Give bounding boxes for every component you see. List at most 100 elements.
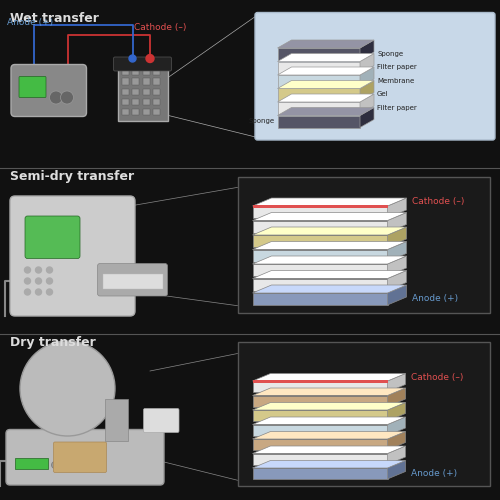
- Circle shape: [24, 278, 30, 284]
- Circle shape: [24, 267, 30, 273]
- Polygon shape: [252, 270, 406, 278]
- Bar: [142, 68, 150, 75]
- Circle shape: [36, 289, 42, 295]
- Text: Sponge: Sponge: [249, 118, 275, 124]
- Bar: [252, 205, 388, 208]
- Bar: [122, 78, 128, 85]
- Polygon shape: [252, 278, 388, 290]
- Polygon shape: [360, 40, 374, 60]
- Polygon shape: [252, 402, 406, 410]
- Text: Membrane: Membrane: [377, 78, 414, 84]
- Polygon shape: [278, 108, 374, 116]
- Text: Sponge: Sponge: [377, 51, 403, 57]
- Bar: [102, 274, 162, 288]
- Circle shape: [60, 91, 74, 104]
- Polygon shape: [388, 256, 406, 276]
- Circle shape: [46, 267, 52, 273]
- Polygon shape: [278, 62, 360, 74]
- Polygon shape: [278, 80, 374, 88]
- Text: Cathode (–): Cathode (–): [410, 373, 463, 382]
- Polygon shape: [360, 67, 374, 87]
- Bar: [238, 342, 490, 486]
- Circle shape: [36, 278, 42, 284]
- Bar: [153, 98, 160, 105]
- Bar: [153, 78, 160, 85]
- Text: Anode (+): Anode (+): [7, 18, 54, 26]
- Polygon shape: [252, 424, 388, 436]
- Polygon shape: [252, 264, 388, 276]
- Bar: [142, 88, 150, 95]
- Circle shape: [74, 462, 80, 468]
- Polygon shape: [388, 242, 406, 262]
- Polygon shape: [252, 212, 406, 220]
- Bar: [153, 108, 160, 115]
- Polygon shape: [252, 460, 406, 468]
- Text: Anode (+): Anode (+): [412, 294, 458, 304]
- Polygon shape: [252, 285, 406, 293]
- Bar: [153, 68, 160, 75]
- Bar: [252, 380, 388, 383]
- Polygon shape: [388, 285, 406, 305]
- Bar: [142, 78, 150, 85]
- Circle shape: [24, 289, 30, 295]
- Polygon shape: [252, 381, 388, 392]
- Bar: [132, 108, 139, 115]
- FancyBboxPatch shape: [25, 216, 80, 258]
- Circle shape: [146, 54, 154, 62]
- Bar: [132, 98, 139, 105]
- Circle shape: [50, 91, 62, 104]
- Polygon shape: [278, 75, 360, 87]
- Circle shape: [20, 341, 115, 436]
- Bar: [132, 68, 139, 75]
- Polygon shape: [278, 94, 374, 102]
- Polygon shape: [252, 227, 406, 235]
- Text: Anode (+): Anode (+): [410, 469, 457, 478]
- Text: Filter paper: Filter paper: [377, 105, 417, 111]
- Polygon shape: [388, 417, 406, 436]
- Circle shape: [46, 278, 52, 284]
- FancyBboxPatch shape: [6, 430, 164, 485]
- Bar: [142, 108, 150, 115]
- Polygon shape: [388, 227, 406, 247]
- Polygon shape: [388, 460, 406, 479]
- Polygon shape: [252, 468, 388, 479]
- Text: Wet transfer: Wet transfer: [10, 12, 99, 26]
- Bar: [122, 68, 128, 75]
- Circle shape: [62, 462, 70, 468]
- Polygon shape: [252, 206, 388, 218]
- FancyBboxPatch shape: [144, 408, 179, 432]
- FancyBboxPatch shape: [98, 264, 168, 296]
- Bar: [118, 64, 168, 121]
- Circle shape: [52, 462, 59, 468]
- Polygon shape: [388, 198, 406, 218]
- Circle shape: [46, 289, 52, 295]
- Polygon shape: [252, 396, 388, 406]
- Polygon shape: [278, 88, 360, 101]
- Polygon shape: [252, 250, 388, 262]
- Polygon shape: [252, 439, 388, 450]
- Bar: [15, 458, 48, 468]
- FancyBboxPatch shape: [19, 76, 46, 98]
- Polygon shape: [388, 212, 406, 233]
- Polygon shape: [278, 40, 374, 48]
- Polygon shape: [252, 417, 406, 424]
- Text: Semi-dry transfer: Semi-dry transfer: [10, 170, 134, 183]
- Polygon shape: [388, 432, 406, 450]
- Polygon shape: [252, 242, 406, 250]
- Bar: [122, 88, 128, 95]
- Text: Cathode (–): Cathode (–): [412, 198, 464, 206]
- Text: Gel: Gel: [377, 92, 388, 98]
- FancyBboxPatch shape: [114, 57, 172, 71]
- Bar: [105, 398, 128, 441]
- Polygon shape: [252, 432, 406, 439]
- Polygon shape: [360, 94, 374, 114]
- Polygon shape: [252, 256, 406, 264]
- Text: Dry transfer: Dry transfer: [10, 336, 96, 349]
- Polygon shape: [388, 402, 406, 421]
- Polygon shape: [278, 116, 360, 128]
- Polygon shape: [388, 388, 406, 406]
- FancyBboxPatch shape: [54, 442, 106, 472]
- Bar: [122, 98, 128, 105]
- Polygon shape: [252, 374, 406, 381]
- Polygon shape: [360, 80, 374, 100]
